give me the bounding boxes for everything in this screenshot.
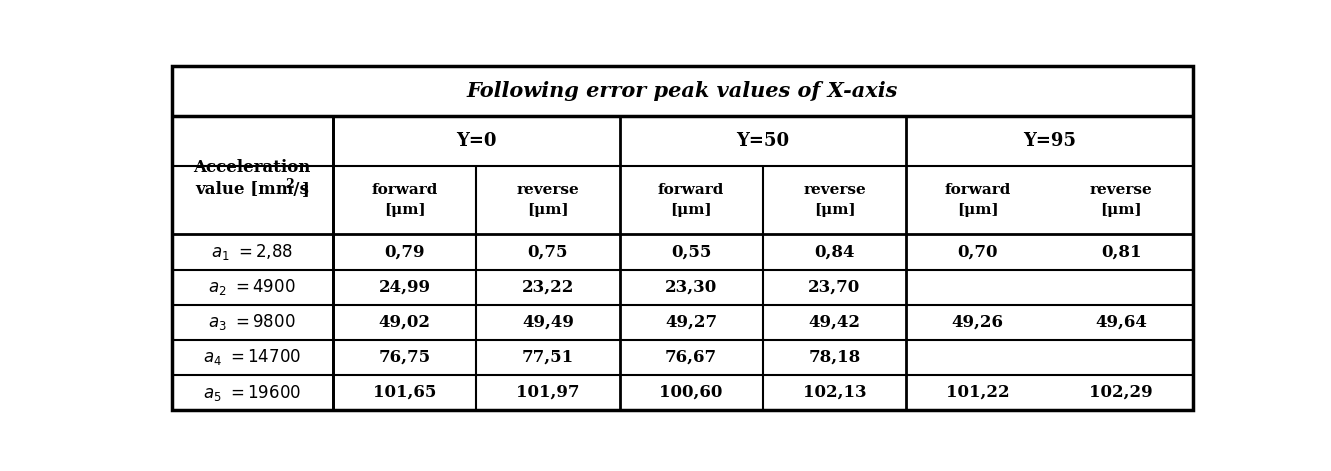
Text: 76,67: 76,67	[666, 349, 717, 366]
Text: 100,60: 100,60	[659, 384, 723, 401]
Text: 23,30: 23,30	[666, 279, 717, 296]
Text: $\mathit{a_{2}}$ $\mathit{=4900}$: $\mathit{a_{2}}$ $\mathit{=4900}$	[209, 277, 295, 297]
Text: 49,26: 49,26	[952, 314, 1004, 331]
Text: 101,97: 101,97	[516, 384, 579, 401]
Text: 102,29: 102,29	[1089, 384, 1153, 401]
Text: reverse
[μm]: reverse [μm]	[803, 183, 866, 217]
Text: 102,13: 102,13	[803, 384, 866, 401]
Text: 101,65: 101,65	[373, 384, 437, 401]
Text: 101,22: 101,22	[946, 384, 1010, 401]
Text: Y=0: Y=0	[457, 131, 496, 149]
Text: 49,64: 49,64	[1095, 314, 1147, 331]
Text: 23,70: 23,70	[808, 279, 861, 296]
Text: Acceleration: Acceleration	[193, 159, 311, 176]
Text: 76,75: 76,75	[378, 349, 431, 366]
Text: $\mathit{a_{3}}$ $\mathit{=9800}$: $\mathit{a_{3}}$ $\mathit{=9800}$	[209, 312, 295, 332]
Text: 0,55: 0,55	[671, 244, 711, 260]
Text: 49,42: 49,42	[808, 314, 860, 331]
Text: 2: 2	[285, 178, 294, 191]
Text: 0,81: 0,81	[1101, 244, 1142, 260]
Text: 0,70: 0,70	[957, 244, 998, 260]
Text: $\mathit{a_{4}}$ $\mathit{=14700}$: $\mathit{a_{4}}$ $\mathit{=14700}$	[204, 348, 301, 367]
Text: 49,27: 49,27	[666, 314, 717, 331]
Text: Y=95: Y=95	[1024, 131, 1075, 149]
Text: $\mathit{a_{1}}$ $\mathit{=2{,}88}$: $\mathit{a_{1}}$ $\mathit{=2{,}88}$	[212, 242, 293, 262]
Text: 77,51: 77,51	[522, 349, 574, 366]
Text: 0,75: 0,75	[527, 244, 568, 260]
Text: Y=50: Y=50	[736, 131, 789, 149]
Text: 49,49: 49,49	[522, 314, 574, 331]
Text: 23,22: 23,22	[522, 279, 574, 296]
Text: reverse
[μm]: reverse [μm]	[516, 183, 579, 217]
Text: reverse
[μm]: reverse [μm]	[1090, 183, 1153, 217]
Text: ]: ]	[302, 181, 310, 198]
Text: 24,99: 24,99	[378, 279, 430, 296]
Text: forward
[μm]: forward [μm]	[658, 183, 724, 217]
Text: value [mm/s: value [mm/s	[196, 181, 309, 198]
Text: 49,02: 49,02	[378, 314, 430, 331]
Text: $\mathit{a_{5}}$ $\mathit{=19600}$: $\mathit{a_{5}}$ $\mathit{=19600}$	[204, 382, 301, 403]
Text: 0,84: 0,84	[815, 244, 855, 260]
Text: 78,18: 78,18	[808, 349, 861, 366]
Text: 0,79: 0,79	[385, 244, 425, 260]
Text: forward
[μm]: forward [μm]	[371, 183, 438, 217]
Text: Following error peak values of X-axis: Following error peak values of X-axis	[466, 81, 898, 101]
Text: forward
[μm]: forward [μm]	[945, 183, 1012, 217]
